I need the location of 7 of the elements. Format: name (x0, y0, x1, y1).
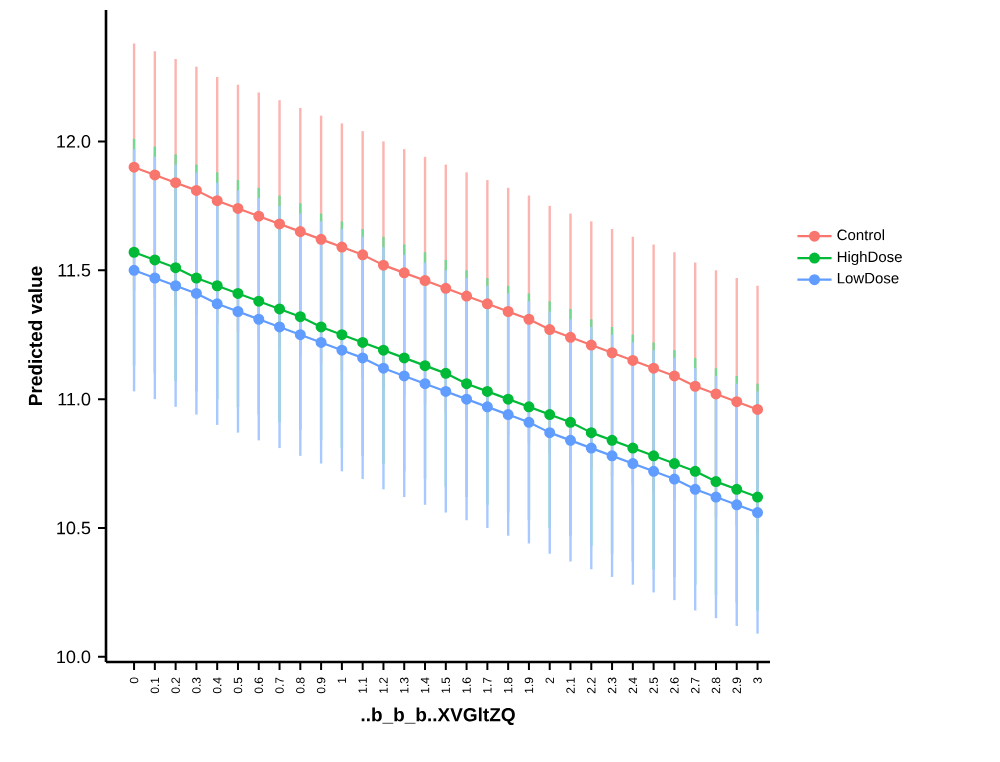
y-tick-label: 11.5 (58, 264, 91, 277)
y-tick-label: 11.0 (58, 392, 91, 406)
y-tick-label: 12.0 (57, 135, 91, 148)
y-axis-title: Predicted value (28, 266, 43, 405)
y-tick-label: 10.0 (57, 650, 91, 664)
y-tick-label: 10.5 (57, 521, 91, 535)
x-axis-title: ..b_b_b..XVGltZQ (361, 707, 515, 725)
